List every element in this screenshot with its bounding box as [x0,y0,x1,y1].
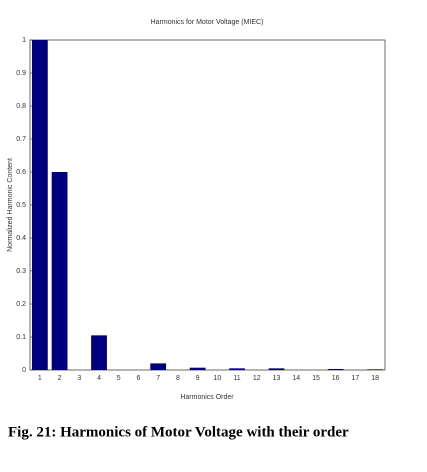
x-tick-label: 4 [97,375,101,382]
y-tick-label: 0.6 [16,169,26,176]
x-tick-label: 12 [253,375,261,382]
y-tick-label: 0.4 [16,235,26,242]
x-tick-label: 1 [38,375,42,382]
y-tick-label: 1 [22,37,26,44]
y-tick-label: 0.8 [16,103,26,110]
y-tick-label: 0.3 [16,268,26,275]
x-tick-label: 16 [332,375,340,382]
bar [229,368,245,370]
x-tick-label: 18 [371,375,379,382]
x-tick-label: 6 [137,375,141,382]
bar [189,367,206,370]
caption: Fig. 21: Harmonics of Motor Voltage with… [8,424,349,440]
x-tick-label: 13 [273,375,281,382]
y-tick-label: 0.5 [16,202,26,209]
y-tick-label: 0.1 [16,334,26,341]
x-axis-label: Harmonics Order [180,394,234,401]
bar [91,335,107,370]
x-tick-label: 8 [176,375,180,382]
y-tick-label: 0.2 [16,301,26,308]
plot-frame [29,39,386,371]
y-tick-label: 0.7 [16,136,26,143]
x-tick-label: 3 [77,375,81,382]
y-tick-label: 0.9 [16,70,26,77]
x-tick-label: 11 [233,375,240,382]
bar [51,172,68,370]
x-tick-label: 14 [292,375,300,382]
y-tick-label: 0 [22,367,26,374]
x-tick-label: 7 [156,375,160,382]
x-tick-label: 10 [213,375,221,382]
bar [367,369,384,370]
bar [150,363,167,370]
bar [268,368,285,370]
x-tick-label: 2 [58,375,62,382]
bar [31,40,48,370]
x-tick-label: 15 [312,375,320,382]
chart-title: Harmonics for Motor Voltage (MIEC) [151,19,264,26]
y-axis-label: Normalized Harmonic Content [7,158,14,252]
x-tick-label: 17 [352,375,360,382]
x-tick-label: 5 [117,375,121,382]
x-tick-label: 9 [196,375,200,382]
bar [327,369,344,370]
